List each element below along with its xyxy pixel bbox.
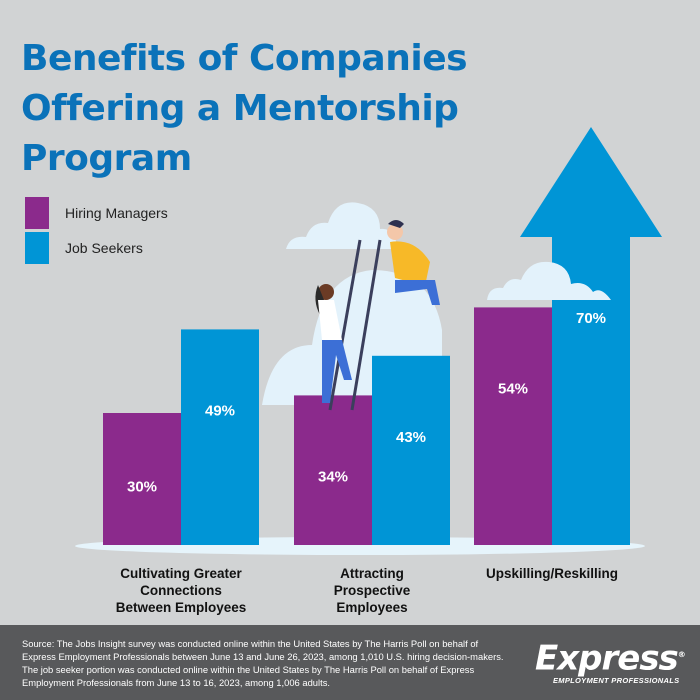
category-label-line: Upskilling/Reskilling — [485, 566, 619, 581]
category-label: Cultivating Greater Connections Between Em… — [86, 565, 276, 616]
data-label: 30% — [127, 479, 157, 496]
data-label: 70% — [576, 310, 606, 327]
bar-hiring-managers — [474, 307, 552, 545]
legend-swatch-purple — [25, 197, 49, 229]
bar-hiring-managers — [294, 395, 372, 545]
legend-item-job-seekers: Job Seekers — [25, 232, 143, 264]
category-label-line: Cultivating Greater — [120, 566, 242, 581]
bar-job-seekers — [181, 329, 259, 545]
category-label-line: Prospective — [333, 583, 411, 598]
data-label: 43% — [396, 429, 426, 446]
category-label-line: Attracting — [340, 566, 404, 581]
bar-hiring-managers — [103, 413, 181, 545]
footer: Source: The Jobs Insight survey was cond… — [0, 625, 700, 700]
cloud-icon — [286, 202, 397, 249]
category-label-line: Employees — [336, 600, 408, 615]
people-ladder-illustration — [315, 220, 440, 411]
category-label: Attracting Prospective Employees — [277, 565, 467, 616]
data-label: 54% — [498, 380, 528, 397]
legend-label: Job Seekers — [65, 240, 143, 256]
bar-chart: 30% 49% 34% 43% 54% 70% — [75, 127, 662, 555]
category-label-line: Between Employees — [115, 600, 247, 615]
legend-swatch-blue — [25, 232, 49, 264]
data-label: 49% — [205, 402, 235, 419]
arrow-up-icon — [520, 127, 662, 237]
bar-job-seekers — [372, 355, 450, 545]
legend-label: Hiring Managers — [65, 205, 168, 221]
data-label: 34% — [318, 468, 348, 485]
category-label-line: Connections — [140, 583, 222, 598]
legend-item-hiring-managers: Hiring Managers — [25, 197, 168, 229]
source-note: Source: The Jobs Insight survey was cond… — [22, 638, 504, 688]
cloud-icon — [487, 261, 611, 300]
express-logo: Express® EMPLOYMENT PROFESSIONALS — [535, 638, 686, 686]
chart-title: Benefits of Companies Offering a Mentors… — [21, 38, 468, 179]
category-label: Upskilling/Reskilling — [457, 565, 647, 582]
